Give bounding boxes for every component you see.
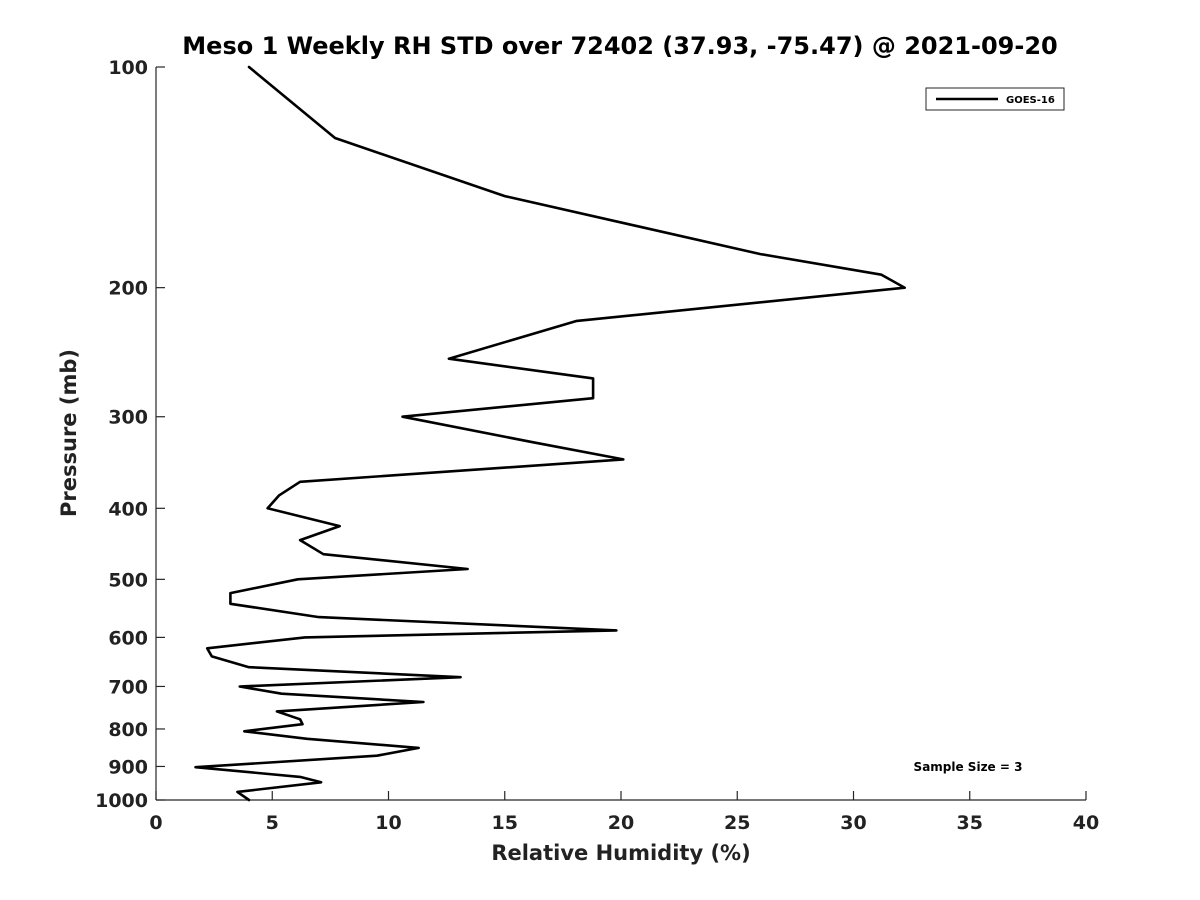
- y-tick-label: 300: [108, 407, 148, 429]
- y-axis-ticks: 100 200 300 400 500 600 700 800 900 1000: [95, 57, 165, 812]
- x-tick-label: 5: [266, 812, 279, 834]
- y-tick-label: 800: [108, 719, 148, 741]
- x-tick-label: 20: [608, 812, 634, 834]
- rh-std-profile-chart: Meso 1 Weekly RH STD over 72402 (37.93, …: [0, 0, 1200, 900]
- y-tick-label: 400: [108, 498, 148, 520]
- y-tick-label: 100: [108, 57, 148, 79]
- legend-label-goes-16: GOES-16: [1006, 95, 1055, 106]
- x-tick-label: 30: [840, 812, 866, 834]
- x-tick-label: 10: [375, 812, 401, 834]
- x-tick-label: 0: [149, 812, 162, 834]
- x-axis-ticks: 0 5 10 15 20 25 30 35 40: [149, 791, 1099, 834]
- x-tick-label: 15: [492, 812, 518, 834]
- y-tick-label: 200: [108, 278, 148, 300]
- series-layer: [196, 67, 905, 800]
- x-tick-label: 35: [957, 812, 983, 834]
- x-axis-label: Relative Humidity (%): [491, 841, 750, 865]
- y-tick-label: 1000: [95, 790, 148, 812]
- chart-title: Meso 1 Weekly RH STD over 72402 (37.93, …: [182, 32, 1057, 60]
- y-tick-label: 600: [108, 627, 148, 649]
- sample-size-annotation: Sample Size = 3: [914, 760, 1023, 774]
- x-tick-label: 25: [724, 812, 750, 834]
- series-line-goes-16: [196, 67, 905, 800]
- y-axis-label: Pressure (mb): [57, 349, 81, 517]
- y-tick-label: 500: [108, 569, 148, 591]
- y-tick-label: 700: [108, 676, 148, 698]
- x-tick-label: 40: [1073, 812, 1099, 834]
- y-tick-label: 900: [108, 756, 148, 778]
- legend: GOES-16: [926, 88, 1064, 110]
- plot-area: [156, 67, 1086, 800]
